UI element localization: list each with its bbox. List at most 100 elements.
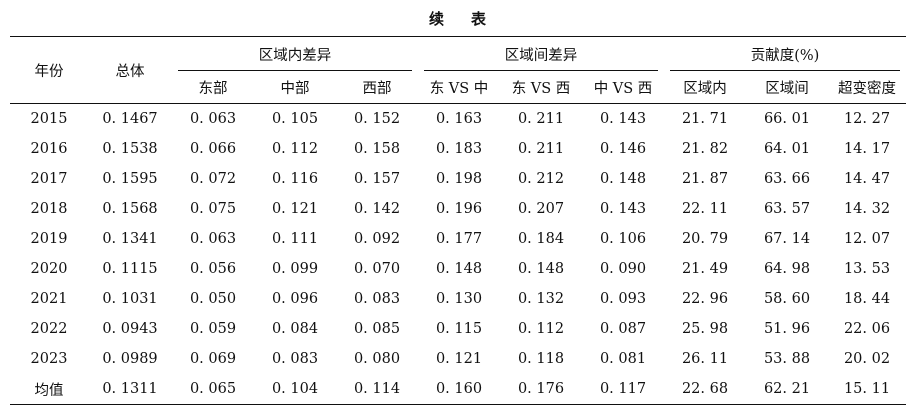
- table-row: 2016 0. 1538 0. 066 0. 112 0. 158 0. 183 0. 21…: [10, 134, 906, 164]
- header-group-label: 区域间差异: [504, 47, 578, 64]
- value-cell: 0. 158: [353, 141, 401, 157]
- year-cell: 2020: [30, 261, 68, 277]
- value-cell: 0. 148: [517, 261, 565, 277]
- value-cell: 0. 1311: [102, 381, 158, 397]
- value-cell: 62. 21: [763, 381, 811, 397]
- value-cell: 0. 085: [353, 321, 401, 337]
- value-cell: 0. 093: [599, 291, 647, 307]
- value-cell: 0. 072: [189, 171, 237, 187]
- value-cell: 0. 081: [599, 351, 647, 367]
- value-cell: 0. 143: [599, 201, 647, 217]
- header-year: 年份: [10, 36, 88, 104]
- value-cell: 22. 68: [681, 381, 729, 397]
- value-cell: 0. 196: [435, 201, 483, 217]
- value-cell: 0. 211: [517, 141, 565, 157]
- value-cell: 0. 104: [271, 381, 319, 397]
- header-group-intra: 区域内差异: [172, 37, 418, 71]
- header-group-inter: 区域间差异: [418, 37, 664, 71]
- value-cell: 0. 050: [189, 291, 237, 307]
- value-cell: 0. 146: [599, 141, 647, 157]
- value-cell: 0. 106: [599, 231, 647, 247]
- value-cell: 0. 099: [271, 261, 319, 277]
- value-cell: 0. 160: [435, 381, 483, 397]
- value-cell: 0. 083: [353, 291, 401, 307]
- year-cell: 2015: [30, 111, 68, 127]
- value-cell: 0. 121: [271, 201, 319, 217]
- value-cell: 0. 148: [599, 171, 647, 187]
- value-cell: 12. 07: [843, 231, 891, 247]
- value-cell: 0. 211: [517, 111, 565, 127]
- value-cell: 0. 070: [353, 261, 401, 277]
- value-cell: 20. 79: [681, 231, 729, 247]
- table-row: 2021 0. 1031 0. 050 0. 096 0. 083 0. 130 0. 13…: [10, 284, 906, 314]
- table-row: 2017 0. 1595 0. 072 0. 116 0. 157 0. 198 0. 21…: [10, 164, 906, 194]
- table-row: 2023 0. 0989 0. 069 0. 083 0. 080 0. 121 0. 11…: [10, 344, 906, 374]
- year-cell: 2017: [30, 171, 68, 187]
- value-cell: 0. 112: [271, 141, 319, 157]
- value-cell: 0. 157: [353, 171, 401, 187]
- value-cell: 0. 065: [189, 381, 237, 397]
- value-cell: 21. 49: [681, 261, 729, 277]
- subheader-cell: 西部: [362, 80, 392, 97]
- value-cell: 53. 88: [763, 351, 811, 367]
- value-cell: 0. 184: [517, 231, 565, 247]
- value-cell: 0. 198: [435, 171, 483, 187]
- value-cell: 0. 090: [599, 261, 647, 277]
- subheader-cell: 中部: [280, 80, 310, 97]
- year-cell: 2019: [30, 231, 68, 247]
- year-cell: 2018: [30, 201, 68, 217]
- value-cell: 0. 116: [271, 171, 319, 187]
- value-cell: 66. 01: [763, 111, 811, 127]
- header-total: 总体: [88, 36, 172, 104]
- value-cell: 0. 1467: [102, 111, 158, 127]
- value-cell: 0. 121: [435, 351, 483, 367]
- value-cell: 0. 177: [435, 231, 483, 247]
- subheader-cell: 东 VS 西: [511, 80, 571, 97]
- data-table: 年份 总体 区域内差异 区域间差异 贡献度(%) 东部 中部 西部 东 VS 中…: [10, 36, 906, 405]
- value-cell: 0. 152: [353, 111, 401, 127]
- table-row: 2018 0. 1568 0. 075 0. 121 0. 142 0. 196 0. 20…: [10, 194, 906, 224]
- value-cell: 0. 132: [517, 291, 565, 307]
- value-cell: 0. 0943: [102, 321, 158, 337]
- subheader-cell: 东 VS 中: [429, 80, 489, 97]
- table-caption: 续表: [0, 8, 916, 29]
- value-cell: 25. 98: [681, 321, 729, 337]
- table-row: 2015 0. 1467 0. 063 0. 105 0. 152 0. 163 0. 21…: [10, 104, 906, 135]
- value-cell: 0. 176: [517, 381, 565, 397]
- value-cell: 0. 142: [353, 201, 401, 217]
- value-cell: 21. 87: [681, 171, 729, 187]
- value-cell: 0. 118: [517, 351, 565, 367]
- value-cell: 0. 163: [435, 111, 483, 127]
- value-cell: 21. 82: [681, 141, 729, 157]
- value-cell: 22. 11: [681, 201, 729, 217]
- header-group-label: 区域内差异: [258, 47, 332, 64]
- value-cell: 22. 96: [681, 291, 729, 307]
- value-cell: 58. 60: [763, 291, 811, 307]
- value-cell: 64. 98: [763, 261, 811, 277]
- subheader-cell: 东部: [198, 80, 228, 97]
- value-cell: 0. 075: [189, 201, 237, 217]
- value-cell: 0. 114: [353, 381, 401, 397]
- value-cell: 0. 212: [517, 171, 565, 187]
- subheader-cell: 中 VS 西: [593, 80, 653, 97]
- header-group-label: 贡献度(%): [750, 47, 820, 64]
- value-cell: 0. 1568: [102, 201, 158, 217]
- table-row: 2019 0. 1341 0. 063 0. 111 0. 092 0. 177 0. 18…: [10, 224, 906, 254]
- value-cell: 63. 57: [763, 201, 811, 217]
- value-cell: 63. 66: [763, 171, 811, 187]
- value-cell: 12. 27: [843, 111, 891, 127]
- subheader-cell: 超变密度: [838, 80, 896, 97]
- value-cell: 0. 117: [599, 381, 647, 397]
- value-cell: 0. 087: [599, 321, 647, 337]
- value-cell: 0. 056: [189, 261, 237, 277]
- value-cell: 0. 1115: [102, 261, 158, 277]
- value-cell: 18. 44: [843, 291, 891, 307]
- value-cell: 0. 1538: [102, 141, 158, 157]
- value-cell: 0. 143: [599, 111, 647, 127]
- value-cell: 0. 063: [189, 111, 237, 127]
- year-cell: 均值: [34, 382, 64, 399]
- year-cell: 2021: [30, 291, 68, 307]
- value-cell: 0. 148: [435, 261, 483, 277]
- value-cell: 0. 069: [189, 351, 237, 367]
- value-cell: 64. 01: [763, 141, 811, 157]
